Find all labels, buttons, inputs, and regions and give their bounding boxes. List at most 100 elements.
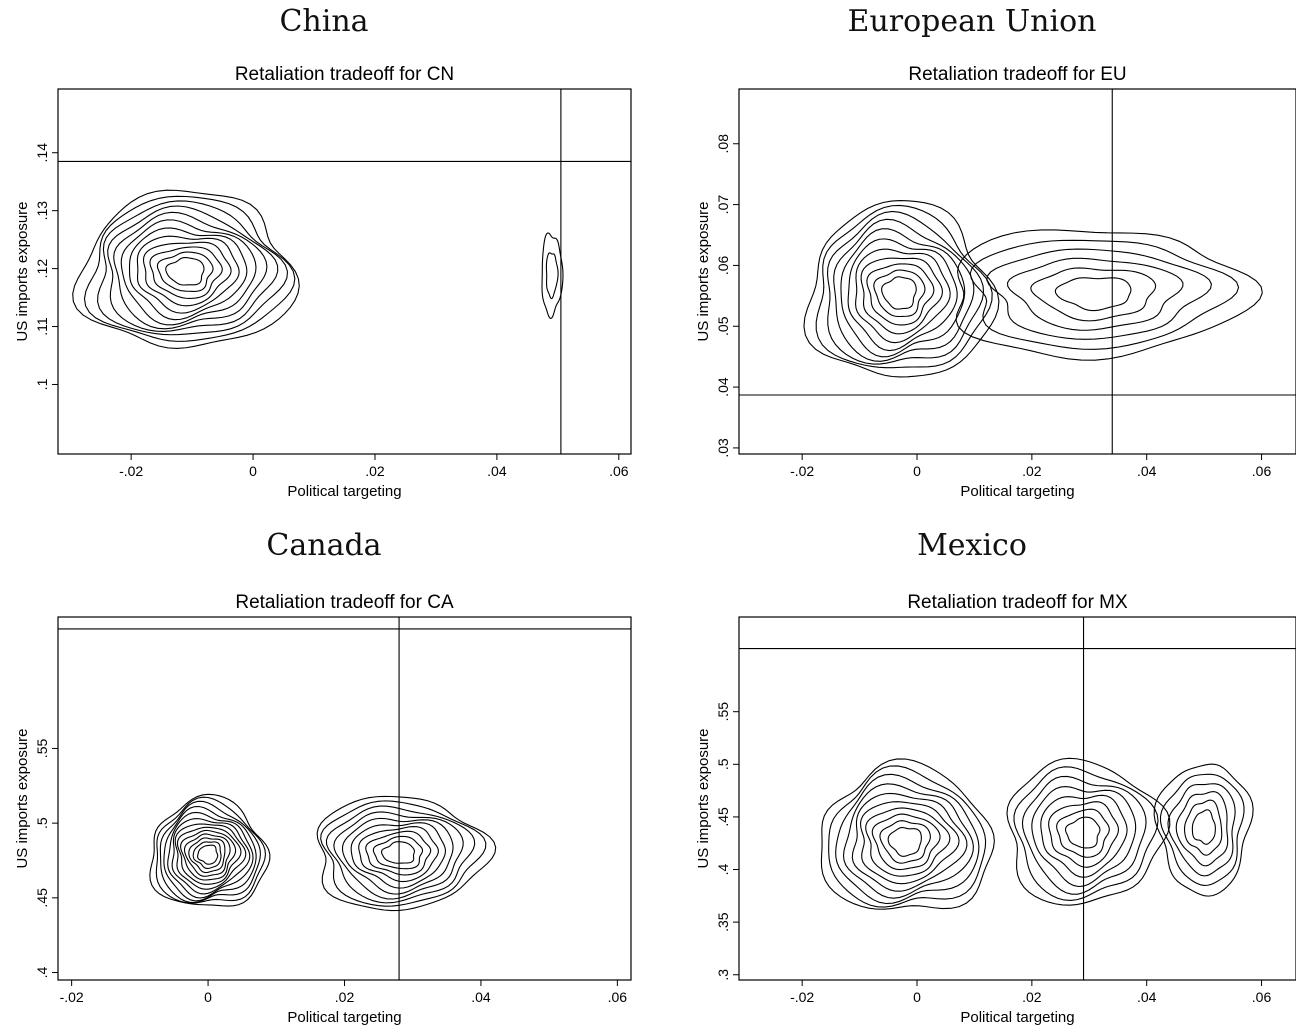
contour-line [1183,799,1223,856]
contour-line [1056,808,1110,858]
contour-line [815,204,993,369]
contour-line [165,257,205,286]
panel-european-union: European Union Retaliation tradeoff for … [648,0,1296,514]
x-tick-label: -.02 [790,989,814,1005]
panel-canada: Canada Retaliation tradeoff for CA Politi… [0,514,648,1028]
contour-line [851,792,968,892]
x-tick-label: 0 [913,463,921,479]
panel-heading: Mexico [917,528,1027,563]
contour-line [149,246,223,299]
x-tick-label: .04 [1137,989,1157,1005]
y-tick-label: .55 [715,702,731,722]
contour-line [156,251,214,292]
x-axis-label: Political targeting [960,1009,1074,1026]
contour-line [887,826,922,857]
y-tick-label: .45 [715,807,731,827]
contour-line [97,200,289,336]
contour-line [866,263,935,326]
y-axis-label: US imports exposure [695,728,712,868]
contour-line [859,801,960,885]
x-tick-label: 0 [204,989,212,1005]
panel-heading: China [279,4,369,39]
y-tick-label: .13 [34,201,50,221]
contour-line [1021,775,1147,895]
x-tick-label: .04 [1137,463,1157,479]
chart-title: Retaliation tradeoff for CA [235,592,454,613]
plot-area [58,89,631,454]
x-tick-label: .06 [609,463,629,479]
plot-frame [738,616,1296,981]
x-tick-label: .06 [1252,463,1272,479]
contour-line [107,205,279,332]
contour-line [1006,257,1184,331]
contour-line [871,813,941,871]
chart-title: Retaliation tradeoff for CN [235,64,454,85]
plot-frame [57,616,632,981]
x-tick-label: -.02 [60,989,84,1005]
x-tick-label: .02 [1022,989,1042,1005]
x-tick-label: .02 [1022,463,1042,479]
contour-line [1030,267,1157,322]
contour-line [149,793,271,907]
contour-line [176,826,242,885]
contour-chart-canada: Retaliation tradeoff for CA Political tar… [14,592,632,1026]
contour-line [341,817,454,895]
panel-mexico: Mexico Retaliation tradeoff for MX Politi… [648,514,1296,1028]
contour-line [120,219,257,326]
x-tick-label: -.02 [119,463,143,479]
contour-line [159,800,261,904]
contour-line [855,248,951,344]
contour-line [333,811,464,900]
x-axis-label: Political targeting [287,483,401,500]
contour-line [72,189,300,349]
contour-line [183,833,231,877]
contour-line [1191,809,1216,845]
y-tick-label: .55 [34,739,50,759]
y-tick-label: .12 [34,259,50,279]
contour-line [865,807,951,877]
x-tick-label: .04 [471,989,491,1005]
y-tick-label: .5 [34,817,50,829]
contour-line [1048,801,1120,868]
contour-line [881,276,917,310]
contour-line [873,269,926,318]
contour-line [835,773,980,905]
y-tick-label: .4 [715,863,731,875]
contour-line [155,796,266,904]
contour-line [188,837,226,874]
y-tick-label: .04 [715,377,731,397]
y-tick-label: .14 [34,143,50,163]
contour-line [860,257,943,335]
contour-line [320,800,487,907]
panel-heading: European Union [847,4,1097,39]
y-tick-label: .35 [715,912,731,932]
contour-line [833,218,975,362]
contour-line [142,241,232,307]
panel-china: China Retaliation tradeoff for CN Politic… [0,0,648,514]
x-axis-label: Political targeting [287,1009,401,1026]
contour-chart-mexico: Retaliation tradeoff for MX Political tar… [695,592,1296,1026]
contour-line [1167,783,1236,877]
contour-line [128,227,248,321]
contour-line [1013,766,1159,902]
y-tick-label: .03 [715,438,731,458]
panel-heading: Canada [266,528,382,563]
chart-title: Retaliation tradeoff for MX [907,592,1128,613]
contour-line [197,844,219,865]
contour-line [1175,791,1229,867]
contour-line [545,252,559,300]
x-tick-label: .06 [608,989,628,1005]
contour-line [83,195,296,342]
y-tick-label: .08 [715,134,731,154]
contour-line [1064,816,1101,849]
contour-line [955,229,1263,361]
contour-line [969,239,1240,350]
x-tick-label: .04 [487,463,507,479]
y-axis-label: US imports exposure [695,201,712,341]
plot-area [739,617,1296,980]
x-tick-label: 0 [249,463,257,479]
contour-line [163,805,257,902]
plot-area [58,617,631,980]
x-tick-label: -.02 [790,463,814,479]
y-axis-label: US imports exposure [14,728,31,868]
